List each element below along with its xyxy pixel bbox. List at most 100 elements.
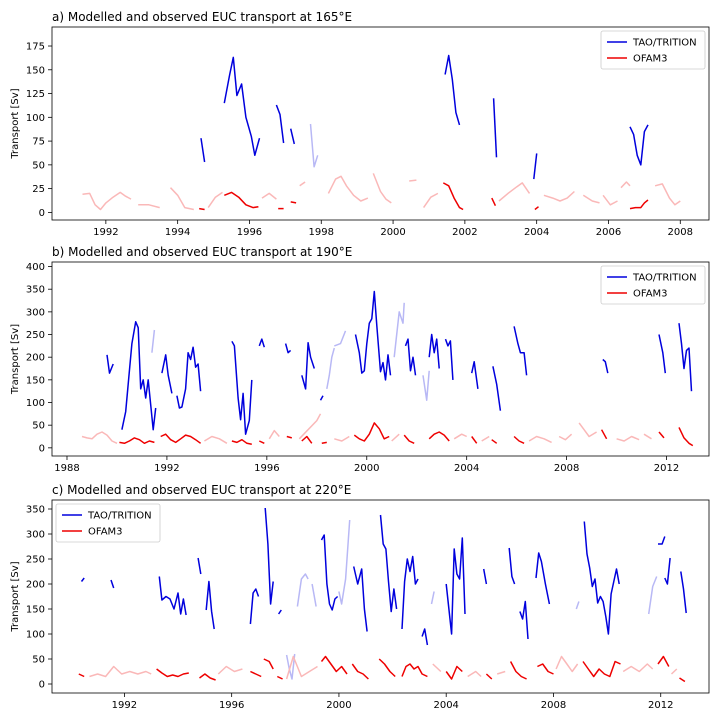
faint-ofam3-line-segment	[622, 663, 654, 673]
chart-panel-1: a) Modelled and observed EUC transport a…	[10, 10, 710, 238]
x-tick-label: 1992	[154, 463, 179, 474]
y-tick-label: 350	[26, 505, 45, 516]
faint-ofam3-line-segment	[498, 182, 531, 202]
faint-ofam3-line-segment	[543, 190, 575, 202]
plot-area	[78, 507, 687, 683]
chart-panel-2: b) Modelled and observed EUC transport a…	[10, 245, 710, 474]
faint-ofam3-line-segment	[422, 192, 439, 209]
faint-ofam3-line-segment	[204, 435, 228, 444]
x-tick-label: 2008	[668, 227, 693, 238]
ofam3-line-segment	[378, 658, 396, 678]
faint-ofam3-line-segment	[207, 191, 223, 209]
x-tick-label: 1996	[219, 700, 244, 711]
x-tick-label: 1992	[93, 227, 118, 238]
y-tick-label: 0	[39, 208, 45, 219]
ofam3-line-segment	[445, 665, 463, 680]
chart-title: b) Modelled and observed EUC transport a…	[52, 245, 352, 259]
tao-line-segment	[602, 358, 609, 374]
tao-line-segment	[470, 360, 479, 390]
faint-ofam3-line-segment	[261, 192, 277, 200]
legend-box	[600, 265, 706, 305]
faint-tao-line-segment	[338, 519, 351, 605]
tao-line-segment	[680, 571, 687, 614]
y-tick-label: 50	[32, 655, 45, 666]
faint-tao-line-segment	[422, 370, 430, 401]
x-tick-label: 2006	[596, 227, 621, 238]
y-tick-label: 150	[26, 375, 45, 386]
faint-ofam3-line-segment	[327, 175, 369, 202]
ofam3-line-segment	[401, 663, 428, 678]
legend-label-ofam3: OFAM3	[633, 289, 668, 300]
ofam3-line-segment	[657, 655, 670, 667]
legend: TAO/TRITION OFAM3	[55, 503, 161, 543]
y-tick-label: 400	[26, 262, 45, 273]
x-tick-label: 2004	[524, 227, 549, 238]
plot-frame	[51, 261, 710, 457]
ofam3-line-segment	[156, 668, 189, 678]
ofam3-line-segment	[491, 439, 498, 444]
tao-line-segment	[444, 54, 461, 126]
tao-line-segment	[664, 557, 671, 585]
tao-line-segment	[80, 577, 85, 582]
faint-tao-line-segment	[393, 302, 405, 358]
x-tick-label: 2012	[654, 463, 679, 474]
faint-ofam3-line-segment	[138, 204, 160, 209]
ofam3-line-segment	[582, 660, 621, 678]
y-tick-label: 200	[26, 353, 45, 364]
plot-area	[82, 54, 681, 211]
faint-ofam3-line-segment	[432, 663, 442, 673]
y-tick-label: 150	[26, 605, 45, 616]
ofam3-line-segment	[403, 434, 415, 444]
y-tick-label: 125	[26, 89, 45, 100]
tao-line-segment	[161, 354, 173, 394]
ofam3-line-segment	[513, 435, 525, 444]
tao-line-segment	[492, 366, 502, 411]
legend-box	[55, 503, 161, 543]
tao-line-segment	[629, 124, 649, 166]
tao-line-segment	[223, 56, 261, 157]
faint-ofam3-line-segment	[481, 435, 490, 442]
plot-frame	[51, 26, 710, 221]
ofam3-line-segment	[485, 673, 493, 680]
y-axis-label: Transport [Sv]	[10, 88, 21, 159]
y-tick-label: 100	[26, 398, 45, 409]
faint-ofam3-line-segment	[496, 670, 506, 675]
faint-tao-line-segment	[334, 330, 347, 347]
y-axis-label: Transport [Sv]	[10, 324, 21, 395]
plot-frame	[51, 499, 710, 694]
tao-line-segment	[249, 588, 260, 625]
faint-ofam3-line-segment	[285, 655, 318, 680]
tao-line-segment	[197, 557, 202, 575]
x-tick-label: 1996	[237, 227, 262, 238]
chart-panel-3: c) Modelled and observed EUC transport a…	[10, 483, 710, 711]
ofam3-line-segment	[290, 201, 297, 204]
y-tick-label: 150	[26, 65, 45, 76]
y-tick-label: 50	[32, 160, 45, 171]
ofam3-line-segment	[321, 441, 327, 445]
tao-line-segment	[284, 343, 292, 354]
y-tick-label: 350	[26, 285, 45, 296]
ofam3-line-segment	[276, 675, 283, 680]
faint-tao-line-segment	[326, 347, 336, 390]
faint-ofam3-line-segment	[578, 422, 597, 438]
ofam3-line-segment	[629, 199, 649, 210]
tao-line-segment	[289, 128, 296, 145]
x-tick-label: 2012	[648, 700, 673, 711]
ofam3-line-segment	[353, 422, 390, 442]
tao-line-segment	[319, 395, 324, 401]
tao-line-segment	[110, 579, 115, 589]
y-tick-label: 175	[26, 42, 45, 53]
legend-label-ofam3: OFAM3	[633, 54, 668, 65]
x-tick-label: 1988	[54, 463, 79, 474]
tao-line-segment	[106, 354, 114, 374]
tao-line-segment	[444, 338, 454, 380]
faint-ofam3-line-segment	[299, 181, 306, 187]
legend: TAO/TRITION OFAM3	[600, 30, 706, 70]
ofam3-line-segment	[428, 431, 450, 442]
y-tick-label: 200	[26, 580, 45, 591]
ofam3-line-segment	[678, 427, 694, 447]
ofam3-line-segment	[471, 436, 478, 444]
ofam3-line-segment	[286, 435, 293, 439]
faint-ofam3-line-segment	[82, 191, 132, 211]
ofam3-line-segment	[78, 673, 85, 678]
